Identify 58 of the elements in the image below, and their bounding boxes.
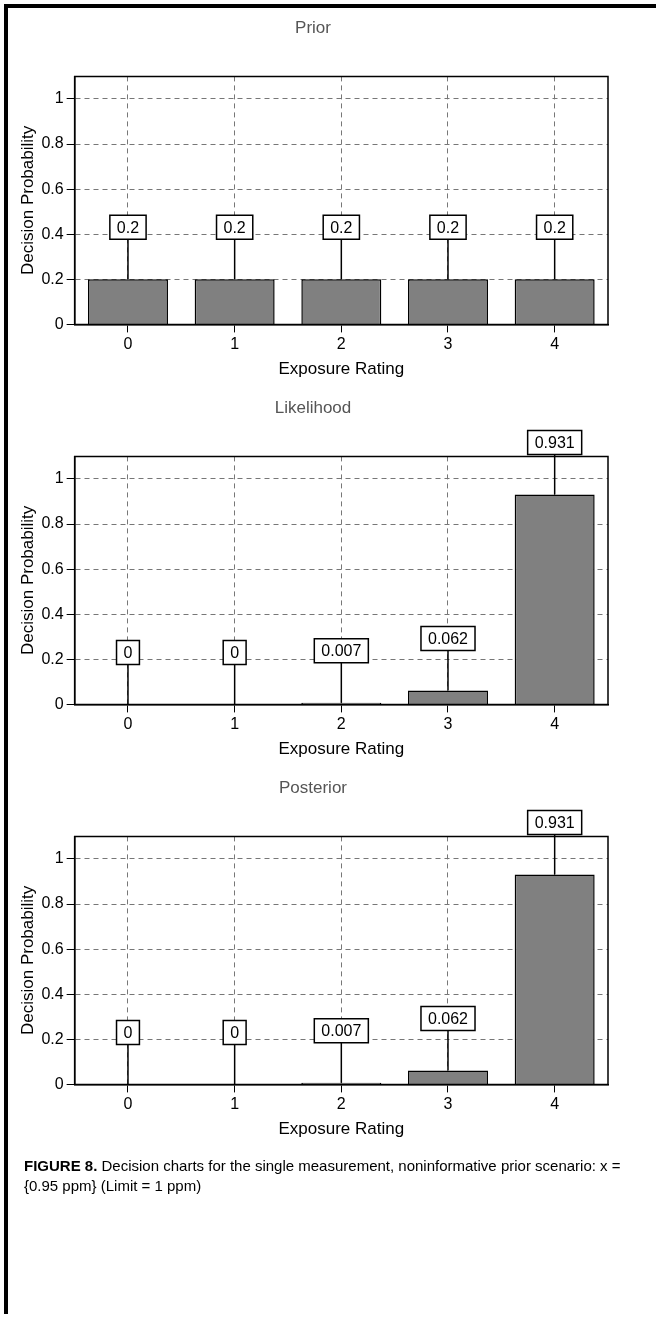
y-tick-label: 0.4 — [41, 224, 64, 242]
data-label: 0 — [230, 643, 240, 661]
caption: FIGURE 8. Decision charts for the single measurement, noninformative prior scenario: x = {0.95 ppm} (Limit = 1 ppm) — [23, 1156, 622, 1196]
y-tick-label: 0.4 — [41, 604, 64, 622]
x-tick-label: 4 — [550, 715, 560, 733]
y-tick-label: 0 — [54, 1074, 64, 1092]
y-tick-label: 0.6 — [41, 939, 64, 957]
x-tick-label: 4 — [550, 335, 560, 353]
y-tick-label: 1 — [54, 89, 64, 107]
data-label: 0.007 — [321, 1022, 362, 1040]
data-label: 0 — [123, 643, 133, 661]
data-label: 0.2 — [116, 218, 140, 236]
y-axis-title: Decision Probability — [17, 885, 37, 1036]
data-label: 0.2 — [436, 218, 460, 236]
data-label: 0 — [230, 1023, 240, 1041]
data-label: 0 — [123, 1023, 133, 1041]
data-label: 0.2 — [330, 218, 353, 236]
y-tick-label: 0.2 — [41, 269, 64, 287]
data-label: 0.062 — [427, 1009, 469, 1027]
x-tick-label: 2 — [336, 335, 346, 353]
data-label: 0.2 — [543, 218, 566, 236]
y-tick-label: 0.2 — [41, 649, 64, 667]
x-tick-label: 1 — [230, 335, 240, 353]
chart-title: Posterior — [278, 777, 348, 797]
x-axis-title: Exposure Rating — [278, 739, 405, 759]
y-tick-label: 0 — [54, 314, 64, 332]
y-tick-label: 1 — [54, 469, 64, 487]
x-tick-label: 4 — [550, 1095, 560, 1113]
y-tick-label: 0 — [54, 694, 64, 712]
data-label: 0.062 — [427, 629, 469, 647]
x-tick-label: 2 — [336, 1095, 346, 1113]
x-axis-title: Exposure Rating — [278, 359, 405, 379]
x-tick-label: 0 — [123, 335, 133, 353]
y-tick-label: 0.8 — [41, 514, 64, 532]
y-tick-label: 0.6 — [41, 179, 64, 197]
y-tick-label: 1 — [54, 849, 64, 867]
y-axis-title: Decision Probability — [17, 505, 37, 656]
x-tick-label: 0 — [123, 1095, 133, 1113]
x-tick-label: 3 — [443, 715, 453, 733]
x-tick-label: 1 — [230, 1095, 240, 1113]
y-tick-label: 0.6 — [41, 559, 64, 577]
y-axis-title: Decision Probability — [17, 125, 37, 276]
chart-title: Likelihood — [274, 397, 352, 417]
y-tick-label: 0.4 — [41, 984, 64, 1002]
y-tick-label: 0.8 — [41, 894, 64, 912]
chart-title: Prior — [295, 17, 332, 37]
x-tick-label: 1 — [230, 715, 240, 733]
data-label: 0.007 — [321, 642, 362, 660]
x-axis-title: Exposure Rating — [278, 1119, 405, 1139]
data-label: 0.931 — [534, 813, 575, 831]
x-tick-label: 2 — [336, 715, 346, 733]
x-tick-label: 0 — [123, 715, 133, 733]
x-tick-label: 3 — [443, 335, 453, 353]
y-tick-label: 0.2 — [41, 1029, 64, 1047]
y-tick-label: 0.8 — [41, 134, 64, 152]
data-label: 0.931 — [534, 433, 575, 451]
data-label: 0.2 — [223, 218, 246, 236]
x-tick-label: 3 — [443, 1095, 453, 1113]
